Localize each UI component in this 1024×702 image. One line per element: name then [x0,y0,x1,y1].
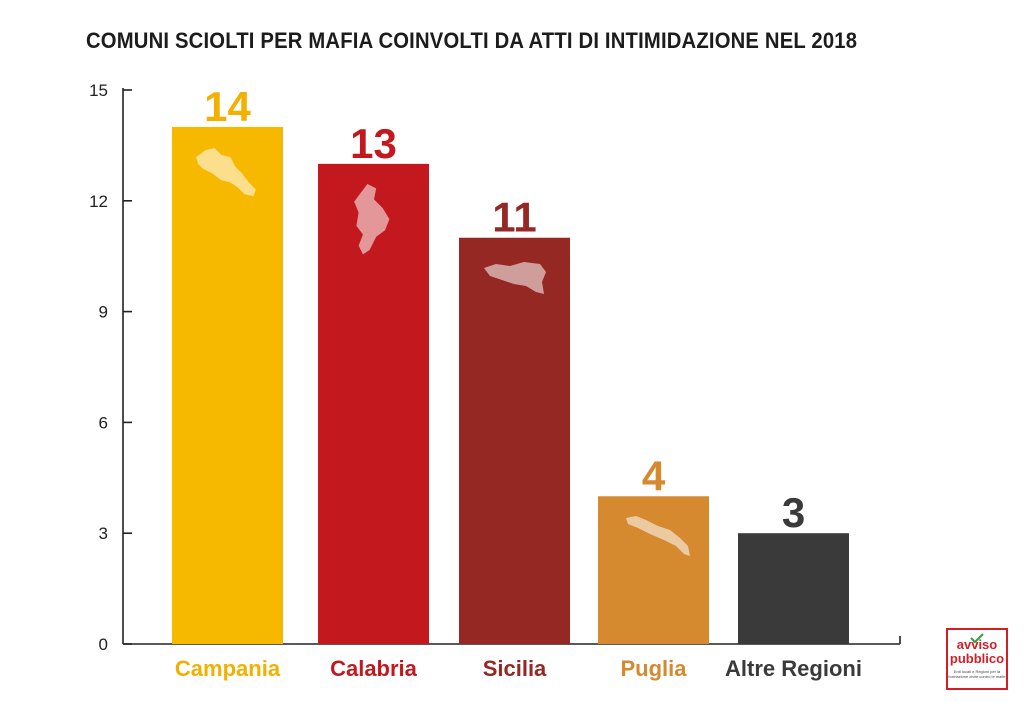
value-label: 3 [782,489,805,536]
y-tick-label: 3 [99,524,108,543]
calabria-map-icon [354,184,390,255]
y-tick-label: 0 [99,635,108,654]
category-label: Altre Regioni [725,656,862,681]
category-label: Sicilia [483,656,547,681]
sicilia-map-icon [484,262,546,294]
logo-line2: pubblico [949,651,1005,666]
chart-title: COMUNI SCIOLTI PER MAFIA COINVOLTI DA AT… [86,28,858,53]
puglia-map-icon [626,516,690,556]
category-label: Calabria [330,656,418,681]
value-label: 4 [642,452,666,499]
y-tick-label: 9 [99,303,108,322]
labels: 14 Campania 13 Calabria 11 Sicilia 4 Puglia 3 Alt… [175,83,862,681]
value-label: 11 [492,194,536,241]
y-tick-label: 6 [99,413,108,432]
category-label: Puglia [620,656,687,681]
bars [172,126,849,644]
bar-sicilia [459,237,570,644]
campania-map-icon [196,148,256,197]
bar-campania [172,126,283,644]
category-label: Campania [175,656,281,681]
logo-tagline: Enti locali e Regioni per la formazione … [948,669,1006,679]
bar-calabria [318,163,429,644]
logo-line1: avviso [956,637,998,652]
value-label: 14 [204,83,251,130]
check-icon [970,633,984,643]
bar-altre-regioni [738,533,849,644]
avviso-pubblico-logo: avviso pubblico Enti locali e Regioni pe… [946,628,1008,690]
y-tick-label: 12 [89,192,108,211]
bar-puglia [598,496,709,644]
value-label: 13 [350,120,397,167]
y-tick-label: 15 [89,81,108,100]
